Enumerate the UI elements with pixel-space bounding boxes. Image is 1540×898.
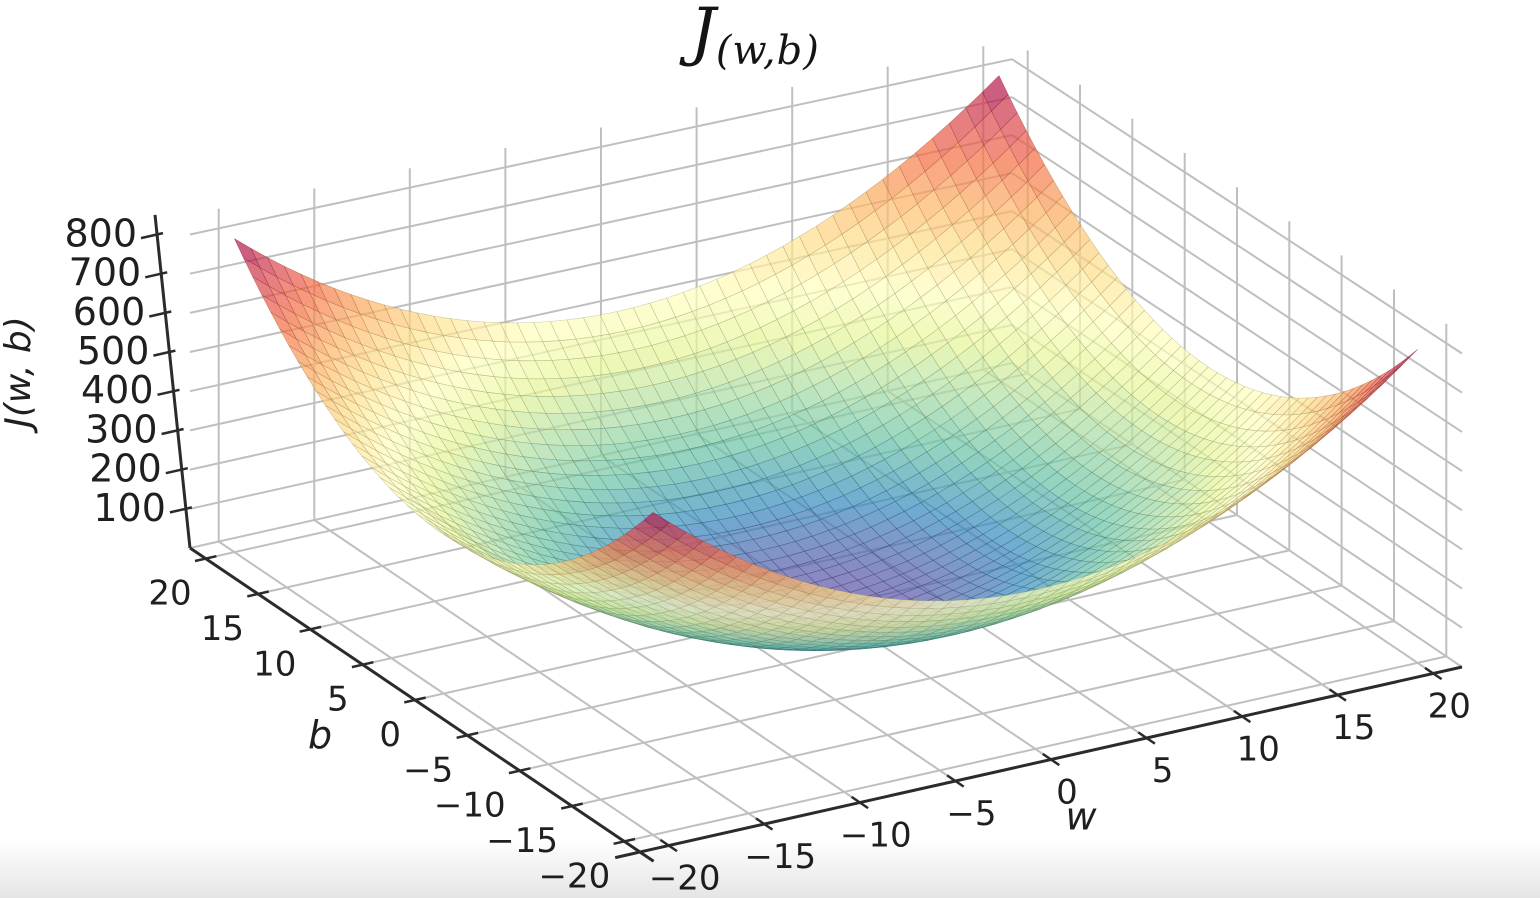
b-axis-tick-label: 15 xyxy=(201,609,244,649)
grid-line xyxy=(1011,172,1463,472)
w-axis-tick xyxy=(659,838,678,853)
grid-line xyxy=(624,655,1447,843)
plot-title: J(w,b) xyxy=(0,0,1510,71)
w-axis-tick-label: 0 xyxy=(1056,773,1078,813)
b-axis-tick xyxy=(351,660,374,669)
w-axis-tick-label: 10 xyxy=(1237,730,1280,770)
b-axis-tick xyxy=(456,731,479,740)
b-axis-tick-label: 5 xyxy=(327,680,349,720)
w-axis-tick xyxy=(1328,688,1347,702)
b-axis-tick-label: 10 xyxy=(253,644,296,684)
b-axis-line xyxy=(189,546,655,863)
w-axis-label: w xyxy=(1065,795,1097,839)
z-axis-line xyxy=(153,214,192,549)
grid-line xyxy=(189,134,1013,314)
b-axis-tick xyxy=(508,767,531,775)
b-axis-tick xyxy=(613,837,636,846)
z-axis-tick xyxy=(161,427,184,436)
z-axis-tick-label: 700 xyxy=(69,251,142,295)
z-axis-tick-label: 200 xyxy=(89,447,162,491)
grid-line xyxy=(1011,96,1463,394)
w-axis-tick xyxy=(755,817,774,831)
grid-line xyxy=(189,58,1013,236)
z-axis-tick-label: 500 xyxy=(77,329,150,373)
z-axis-tick-label: 300 xyxy=(85,407,158,451)
title-function-symbol: J xyxy=(690,0,716,69)
w-axis-line xyxy=(614,665,1463,860)
w-axis-tick-label: −20 xyxy=(649,859,721,898)
w-axis-tick-label: −5 xyxy=(946,794,996,834)
w-axis-tick xyxy=(1233,709,1252,724)
z-axis-tick xyxy=(140,231,164,240)
b-axis-tick-label: 0 xyxy=(379,715,401,755)
z-axis-tick xyxy=(153,349,176,357)
b-axis-tick xyxy=(247,590,270,598)
grid-line xyxy=(1011,134,1463,433)
z-axis-tick xyxy=(144,271,168,279)
z-axis-tick-label: 600 xyxy=(73,290,146,334)
b-axis-tick xyxy=(194,554,217,563)
cost-surface-mesh xyxy=(234,75,1418,651)
w-axis-tick-label: 15 xyxy=(1332,708,1375,748)
b-axis-tick-label: −20 xyxy=(539,856,611,896)
w-axis-tick xyxy=(1042,752,1060,767)
z-axis-tick xyxy=(157,388,180,397)
w-axis-tick-label: 20 xyxy=(1428,687,1471,727)
z-axis-label: J(w, b) xyxy=(0,316,39,434)
b-axis-tick-label: 20 xyxy=(148,574,191,614)
z-axis-tick-label: 800 xyxy=(64,212,137,256)
w-axis-tick-label: 5 xyxy=(1152,751,1174,791)
b-axis-tick-label: −15 xyxy=(486,821,558,861)
b-axis-tick-label: −10 xyxy=(434,786,506,826)
z-axis-tick xyxy=(165,466,189,475)
z-axis-tick xyxy=(149,310,172,318)
w-axis-tick-label: −15 xyxy=(744,837,816,877)
w-axis-tick xyxy=(1424,666,1443,681)
b-axis-tick xyxy=(404,696,426,704)
z-axis-tick-label: 400 xyxy=(81,368,154,412)
b-axis-label: b xyxy=(308,713,332,757)
b-axis-tick xyxy=(299,625,322,633)
z-axis-tick-label: 100 xyxy=(93,486,166,530)
title-subscript: (w,b) xyxy=(715,28,820,74)
z-axis-tick xyxy=(169,506,193,514)
axis-lines xyxy=(153,214,1463,863)
w-axis-tick-label: −10 xyxy=(840,816,912,856)
grid-line xyxy=(519,584,1342,772)
b-axis-tick-label: −5 xyxy=(403,750,453,790)
w-axis-tick xyxy=(1137,731,1156,745)
grid-line xyxy=(189,96,1013,275)
b-axis-tick xyxy=(560,802,583,810)
grid-line xyxy=(1011,58,1463,355)
grid-line xyxy=(571,620,1395,807)
w-axis-tick xyxy=(850,795,869,810)
w-axis-tick xyxy=(946,774,965,788)
